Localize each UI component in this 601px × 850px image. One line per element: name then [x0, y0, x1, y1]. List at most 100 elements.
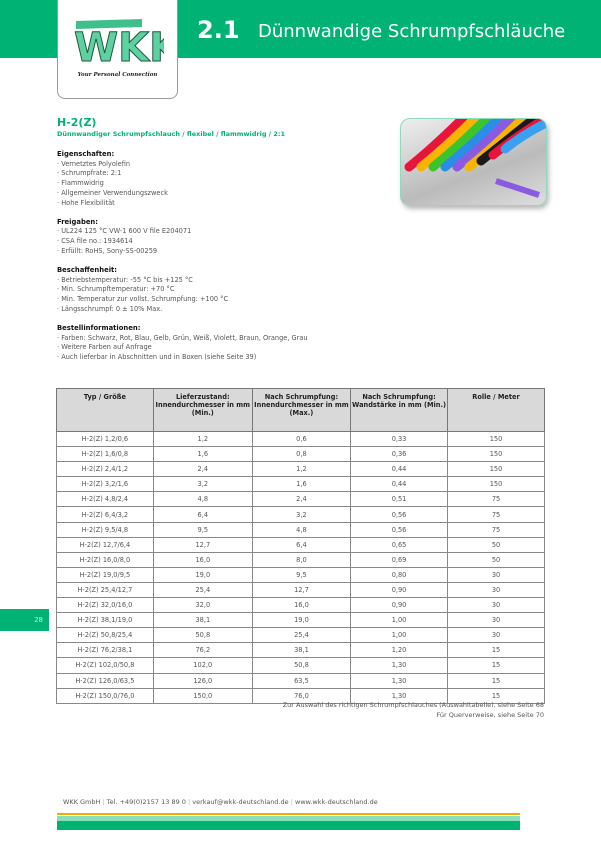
spec-item: Weitere Farben auf Anfrage	[57, 343, 387, 353]
table-cell: 76,2	[152, 642, 253, 659]
table-cell: 0,44	[349, 461, 449, 478]
footer: WKK GmbH | Tel. +49(0)2157 13 89 0 | ver…	[63, 798, 378, 806]
table-cell: 30	[447, 581, 545, 599]
table-cell: H-2(Z) 1,6/0,8	[56, 446, 154, 463]
table-row: H-2(Z) 150,0/76,0 150,0 76,0 1,30 15	[56, 687, 545, 704]
wkk-logo-icon: WKK	[74, 19, 164, 69]
logo: WKK Your Personal Connection	[57, 0, 178, 99]
table-cell: 0,56	[349, 521, 449, 538]
spec-heading: Bestellinformationen:	[57, 324, 141, 333]
tube	[404, 119, 469, 172]
footer-company: WKK GmbH	[63, 798, 101, 806]
table-cell: 76,0	[251, 687, 352, 704]
spec-section: Eigenschaften: Vernetztes PolyolefinSchru…	[57, 150, 387, 208]
table-cell: 0,8	[251, 446, 352, 463]
spec-item: Min. Temperatur zur vollst. Schrumpfung:…	[57, 295, 387, 305]
table-cell: 1,30	[349, 687, 449, 704]
chapter-number: 2.1	[197, 16, 240, 44]
table-cell: 15	[447, 642, 545, 659]
table-cell: 150	[447, 461, 545, 478]
spec-section: Bestellinformationen:Farben: Schwarz, Ro…	[57, 324, 387, 363]
footer-email[interactable]: verkauf@wkk-deutschland.de	[192, 798, 289, 806]
spec-heading: Freigaben:	[57, 217, 98, 226]
table-cell: H-2(Z) 102,0/50,8	[56, 657, 154, 674]
table-cell: 30	[447, 566, 545, 583]
table-cell: 15	[447, 657, 545, 674]
table-cell: 0,90	[349, 597, 449, 614]
table-cell: H-2(Z) 25,4/12,7	[56, 581, 154, 599]
table-row: H-2(Z) 76,2/38,1 76,2 38,1 1,20 15	[56, 642, 545, 659]
table-cell: 2,4	[251, 491, 352, 508]
table-cell: 150	[447, 446, 545, 463]
footer-web[interactable]: www.wkk-deutschland.de	[295, 798, 378, 806]
table-cell: 16,0	[152, 551, 253, 568]
table-cell: 4,8	[251, 521, 352, 538]
table-cell: 30	[447, 597, 545, 614]
table-cell: H-2(Z) 12,7/6,4	[56, 536, 154, 553]
column-header: Nach Schrumpfung: Innendurchmesser in mm…	[251, 388, 352, 432]
table-cell: H-2(Z) 16,0/8,0	[56, 551, 154, 568]
table-cell: 50	[447, 536, 545, 553]
table-cell: 150	[447, 476, 545, 493]
table-cell: 15	[447, 672, 545, 689]
notes: Zur Auswahl des richtigen Schrumpfschlau…	[283, 701, 544, 720]
table-row: H-2(Z) 38,1/19,0 38,1 19,0 1,00 30	[56, 612, 545, 629]
table-cell: H-2(Z) 1,2/0,6	[56, 430, 154, 448]
table-row: H-2(Z) 2,4/1,2 2,4 1,2 0,44 150	[56, 461, 545, 478]
spec-item: Betriebstemperatur: -55 °C bis +125 °C	[57, 276, 387, 286]
table-cell: 0,33	[349, 430, 449, 448]
table-cell: 4,8	[152, 491, 253, 508]
footer-phone: Tel. +49(0)2157 13 89 0	[106, 798, 186, 806]
spec-item: CSA file no.: 1934614	[57, 237, 387, 247]
note-selection: Zur Auswahl des richtigen Schrumpfschlau…	[282, 701, 544, 709]
tube	[452, 119, 517, 172]
table-cell: 6,4	[251, 536, 352, 553]
table-cell: H-2(Z) 38,1/19,0	[56, 612, 154, 629]
table-row: H-2(Z) 6,4/3,2 6,4 3,2 0,56 75	[56, 506, 545, 523]
product-table: Typ / Größe Lieferzustand: Innendurchmess…	[56, 388, 545, 704]
table-cell: 25,4	[251, 627, 352, 644]
table-cell: H-2(Z) 32,0/16,0	[56, 597, 154, 614]
product-subtitle: Dünnwandiger Schrumpfschlauch / flexibel…	[57, 130, 286, 138]
table-cell: 32,0	[152, 597, 253, 614]
table-cell: H-2(Z) 3,2/1,6	[56, 476, 154, 493]
table-cell: 102,0	[152, 657, 253, 674]
table-cell: 30	[447, 627, 545, 644]
note-crossref: Für Querverweise, siehe Seite 70	[436, 710, 545, 719]
table-cell: 50,8	[251, 657, 352, 674]
product-photo	[400, 118, 547, 206]
table-row: H-2(Z) 16,0/8,0 16,0 8,0 0,69 50	[56, 551, 545, 568]
column-header: Nach Schrumpfung: Wandstärke in mm (Min.…	[349, 388, 449, 432]
table-row: H-2(Z) 9,5/4,8 9,5 4,8 0,56 75	[56, 521, 545, 538]
table-cell: 1,30	[349, 672, 449, 689]
spec-item: Erfüllt: RoHS, Sony-SS-00259	[57, 247, 387, 257]
spec-item: Auch lieferbar in Abschnitten und in Box…	[57, 353, 387, 363]
table-cell: 38,1	[152, 612, 253, 629]
table-cell: 75	[447, 491, 545, 508]
tubes-image	[404, 119, 546, 198]
spec-item: Hohe Flexibilität	[57, 199, 387, 209]
table-cell: 0,36	[349, 446, 449, 463]
spec-section: Freigaben:UL224 125 °C VW-1 600 V file E…	[57, 218, 387, 257]
table-cell: 75	[447, 521, 545, 538]
table-row: H-2(Z) 25,4/12,7 25,4 12,7 0,90 30	[56, 581, 545, 599]
spec-section: Beschaffenheit:Betriebstemperatur: -55 °…	[57, 266, 387, 315]
logo-text: WKK	[74, 25, 164, 69]
table-cell: H-2(Z) 6,4/3,2	[56, 506, 154, 523]
table-cell: 8,0	[251, 551, 352, 568]
table-row: H-2(Z) 3,2/1,6 3,2 1,6 0,44 150	[56, 476, 545, 493]
tube	[440, 119, 505, 172]
table-cell: 1,00	[349, 627, 449, 644]
tube	[428, 119, 493, 172]
footer-bar-green	[57, 821, 520, 830]
tube	[416, 119, 481, 172]
table-cell: 1,6	[251, 476, 352, 493]
table-cell: 50	[447, 551, 545, 568]
table-cell: 1,20	[349, 642, 449, 659]
table-cell: 1,2	[251, 461, 352, 478]
tube-cut	[495, 178, 540, 198]
product-specs: Eigenschaften: Vernetztes PolyolefinSchru…	[57, 150, 387, 372]
table-cell: 0,51	[349, 491, 449, 508]
table-cell: 3,2	[251, 506, 352, 523]
